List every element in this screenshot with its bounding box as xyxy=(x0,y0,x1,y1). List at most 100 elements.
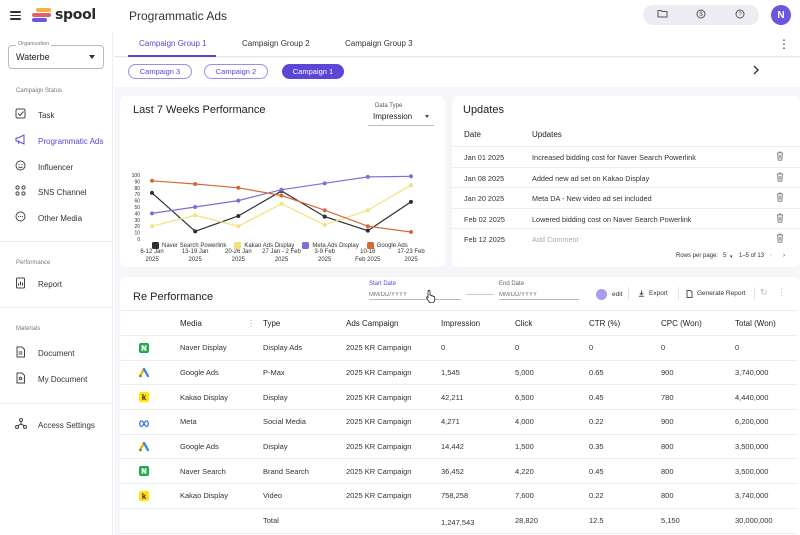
tab-campaign-group-1[interactable]: Campaign Group 1 xyxy=(139,39,207,48)
col-header-ctr[interactable]: CTR (%) xyxy=(589,310,661,336)
data-point[interactable] xyxy=(322,222,327,227)
legend-item[interactable]: Kakao Ads Display xyxy=(234,242,294,249)
data-point[interactable] xyxy=(279,201,284,206)
sidebar-item-task[interactable]: Task xyxy=(14,106,110,124)
re-performance-title: Re Performance xyxy=(133,291,214,303)
data-point[interactable] xyxy=(322,181,327,186)
data-point[interactable] xyxy=(193,229,198,234)
data-point[interactable] xyxy=(409,199,413,204)
data-point[interactable] xyxy=(150,178,154,183)
data-point[interactable] xyxy=(279,187,284,192)
data-point[interactable] xyxy=(365,208,370,213)
sidebar-item-access-settings[interactable]: Access Settings xyxy=(14,416,110,434)
end-date-input[interactable] xyxy=(499,290,589,299)
table-row[interactable]: k Kakao Display Video 2025 KR Campaign 758,2… xyxy=(120,483,798,509)
col-header-media[interactable]: Media ⋮ xyxy=(180,310,263,336)
sidebar-item-my-document[interactable]: My Document xyxy=(14,370,110,388)
divider xyxy=(678,287,679,300)
more-options-icon[interactable]: ⋮ xyxy=(778,37,790,51)
sidebar-item-influencer[interactable]: Influencer xyxy=(14,158,110,176)
col-header-cpc[interactable]: CPC (Won) xyxy=(661,310,735,336)
data-point[interactable] xyxy=(150,224,154,229)
tab-campaign-group-2[interactable]: Campaign Group 2 xyxy=(242,39,310,48)
data-point[interactable] xyxy=(193,213,198,218)
data-point[interactable] xyxy=(365,224,370,229)
end-date-field[interactable]: End Date xyxy=(499,281,589,300)
hand-cursor-icon xyxy=(426,289,436,304)
legend-item[interactable]: Meta Ads Display xyxy=(302,242,359,249)
data-point[interactable] xyxy=(150,211,154,216)
logo[interactable]: spool xyxy=(32,7,96,23)
add-comment-input[interactable]: Add Comment xyxy=(532,235,579,244)
col-header-impression[interactable]: Impression xyxy=(441,310,515,336)
sidebar-item-document[interactable]: Document xyxy=(14,344,110,362)
start-date-field[interactable]: Start Date xyxy=(369,281,461,300)
sidebar-item-programmatic-ads[interactable]: Programmatic Ads xyxy=(14,132,110,150)
edit-toggle[interactable]: edit xyxy=(596,289,622,300)
avatar[interactable]: N xyxy=(771,5,791,25)
section-label-performance: Performance xyxy=(16,260,51,266)
table-row[interactable]: Naver Search Brand Search 2025 KR Campaign… xyxy=(120,458,798,485)
chip-campaign-2[interactable]: Campaign 2 xyxy=(204,64,268,79)
chip-campaign-1[interactable]: Campaign 1 xyxy=(282,64,344,79)
data-point[interactable] xyxy=(365,174,370,179)
col-header-total[interactable]: Total (Won) xyxy=(735,310,798,336)
sidebar-item-other-media[interactable]: Other Media xyxy=(14,209,110,227)
legend-item[interactable]: Google Ads xyxy=(366,242,408,249)
data-point[interactable] xyxy=(409,183,413,188)
legend-item[interactable]: Naver Search Powerlink xyxy=(152,242,226,249)
org-select[interactable]: Waterbe xyxy=(8,45,104,69)
cell-campaign: 2025 KR Campaign xyxy=(346,360,441,386)
data-point[interactable] xyxy=(236,198,241,203)
data-point[interactable] xyxy=(365,228,370,233)
rows-per-page-select[interactable]: 5 xyxy=(723,253,727,259)
export-button[interactable]: Export xyxy=(638,286,668,301)
chip-campaign-3[interactable]: Campaign 3 xyxy=(128,64,192,79)
col-header-ads-campaign[interactable]: Ads Campaign xyxy=(346,310,441,336)
table-row[interactable]: Google Ads P-Max 2025 KR Campaign 1,545 5,00… xyxy=(120,360,798,386)
col-header-type[interactable]: Type xyxy=(263,310,346,336)
cell-ctr: 0.45 xyxy=(589,458,661,485)
coin-icon[interactable]: $ xyxy=(696,9,706,22)
data-point[interactable] xyxy=(236,224,241,229)
chevron-right-icon[interactable] xyxy=(752,64,760,78)
tab-campaign-group-3[interactable]: Campaign Group 3 xyxy=(345,39,413,48)
next-page-icon[interactable]: › xyxy=(783,253,785,259)
data-point[interactable] xyxy=(193,181,198,186)
data-point[interactable] xyxy=(409,229,413,234)
cell-media: Google Ads xyxy=(180,434,263,460)
refresh-icon[interactable]: ↻ xyxy=(760,287,768,297)
generate-report-button[interactable]: Generate Report xyxy=(686,286,745,301)
trash-icon[interactable] xyxy=(776,151,784,161)
table-row[interactable]: Google Ads Display 2025 KR Campaign 14,442 1… xyxy=(120,434,798,460)
table-row[interactable]: Naver Display Display Ads 2025 KR Campaign… xyxy=(120,335,798,361)
col-header-click[interactable]: Click xyxy=(515,310,589,336)
more-options-icon[interactable]: ⋮ xyxy=(777,287,786,297)
table-row[interactable]: Meta Social Media 2025 KR Campaign 4,271 4,0… xyxy=(120,409,798,435)
trash-icon[interactable] xyxy=(776,233,784,243)
help-icon[interactable]: ? xyxy=(735,9,745,22)
column-menu-icon[interactable]: ⋮ xyxy=(247,318,255,328)
data-type-select[interactable]: Impression xyxy=(368,108,434,126)
data-point[interactable] xyxy=(150,190,154,195)
data-point[interactable] xyxy=(236,185,241,190)
folder-icon[interactable] xyxy=(657,9,668,21)
sidebar-item-sns-channel[interactable]: SNS Channel xyxy=(14,183,110,201)
legend-label: Naver Search Powerlink xyxy=(162,242,227,249)
generate-report-label: Generate Report xyxy=(697,290,746,297)
data-point[interactable] xyxy=(193,205,198,209)
prev-page-icon[interactable]: ‹ xyxy=(770,253,772,259)
sidebar-item-report[interactable]: Report xyxy=(14,275,110,293)
menu-icon[interactable] xyxy=(10,11,21,20)
data-point[interactable] xyxy=(279,193,284,198)
trash-icon[interactable] xyxy=(776,172,784,182)
start-date-input[interactable] xyxy=(369,290,459,299)
data-point[interactable] xyxy=(322,214,327,219)
data-point[interactable] xyxy=(236,213,241,218)
trash-icon[interactable] xyxy=(776,213,784,223)
data-point[interactable] xyxy=(322,208,327,213)
data-point[interactable] xyxy=(409,174,413,179)
trash-icon[interactable] xyxy=(776,192,784,202)
table-row[interactable]: k Kakao Display Display 2025 KR Campaign 42,… xyxy=(120,384,798,411)
legend-label: Meta Ads Display xyxy=(312,242,359,249)
